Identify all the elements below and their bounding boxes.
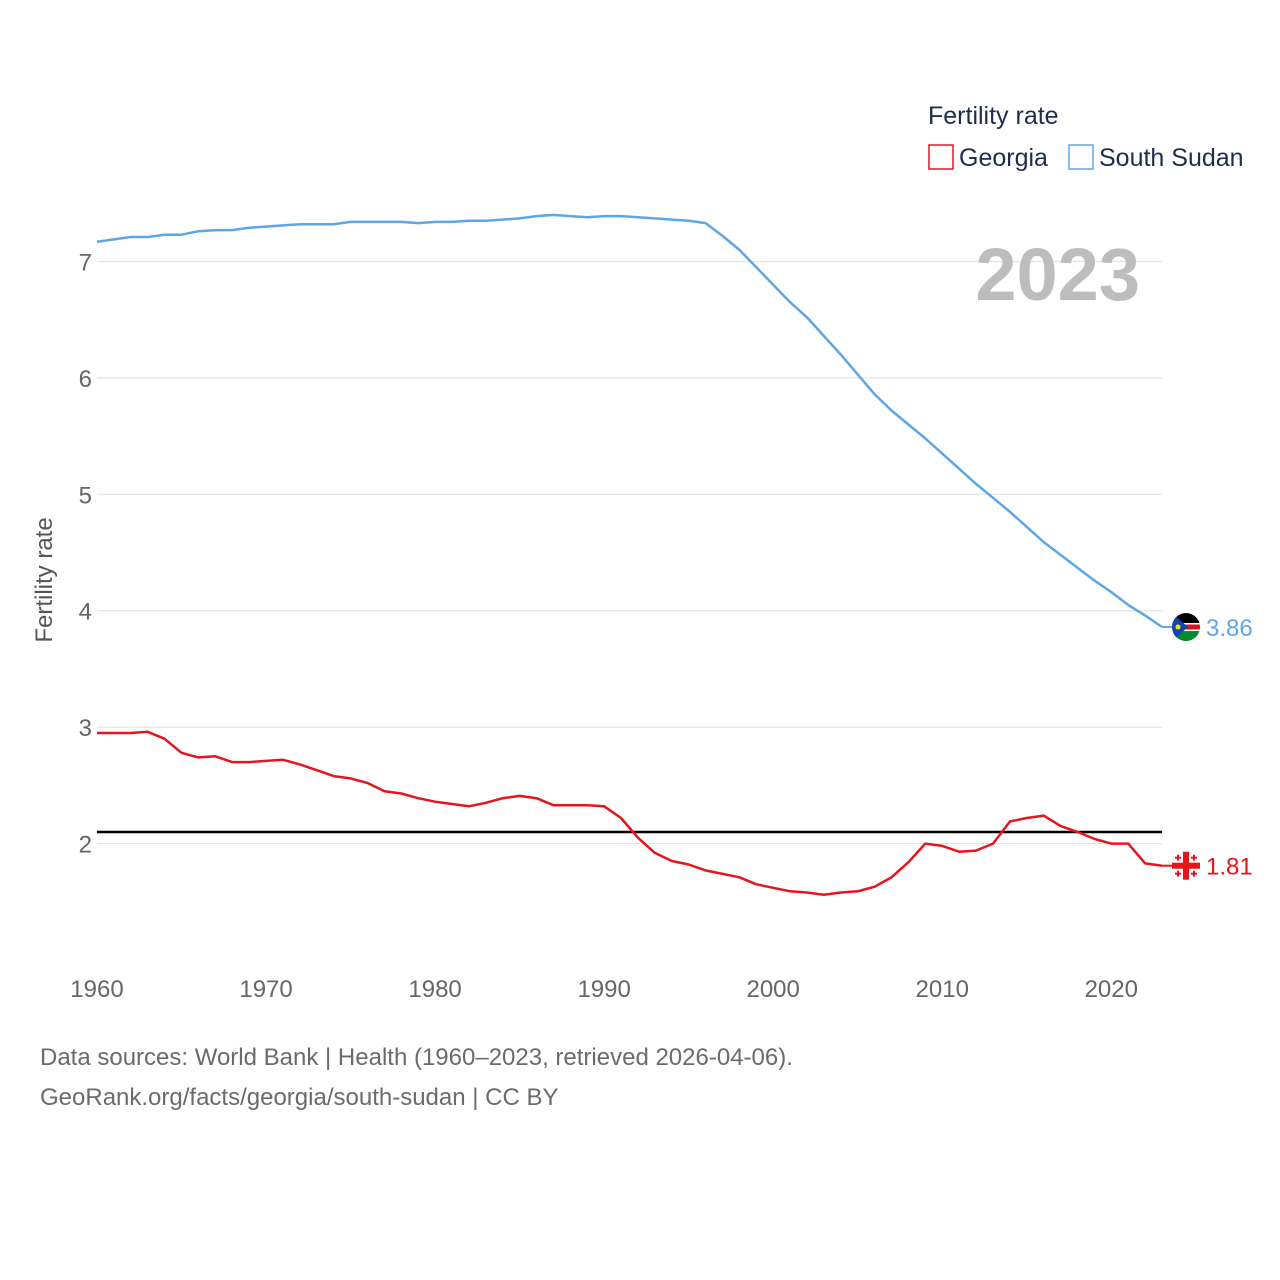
flag-cross-horizontal bbox=[1172, 862, 1200, 869]
flag-band-green bbox=[1172, 631, 1200, 642]
footer-attribution[interactable]: GeoRank.org/facts/georgia/south-sudan | … bbox=[40, 1084, 559, 1111]
series-line-south-sudan bbox=[96, 213, 1163, 629]
legend: Fertility rate Georgia South Sudan bbox=[928, 102, 1244, 172]
y-tick-label: 3 bbox=[79, 715, 92, 742]
x-tick-label: 2020 bbox=[1085, 976, 1138, 1003]
y-tick-label: 4 bbox=[79, 599, 92, 626]
x-tick-label: 1990 bbox=[577, 976, 630, 1003]
x-tick-label: 2010 bbox=[916, 976, 969, 1003]
legend-item-south-sudan[interactable]: South Sudan bbox=[1068, 144, 1244, 172]
y-tick-label: 6 bbox=[79, 366, 92, 393]
legend-label-georgia: Georgia bbox=[959, 144, 1048, 172]
legend-title: Fertility rate bbox=[928, 102, 1059, 130]
end-markers: 1.81 3.86 bbox=[1162, 613, 1253, 881]
y-tick-label: 5 bbox=[79, 482, 92, 509]
legend-label-south-sudan: South Sudan bbox=[1099, 144, 1244, 172]
flag-star bbox=[1175, 624, 1181, 630]
georgia-flag-icon bbox=[1172, 851, 1200, 880]
x-axis-ticks: 1960 1970 1980 1990 2000 2010 2020 bbox=[70, 976, 1138, 1003]
flag-small-cross bbox=[1191, 856, 1197, 859]
x-tick-label: 1980 bbox=[408, 976, 461, 1003]
south-sudan-flag-icon bbox=[1172, 613, 1200, 642]
y-axis-title: Fertility rate bbox=[31, 517, 58, 642]
flag-small-cross bbox=[1175, 856, 1181, 859]
x-tick-label: 2000 bbox=[746, 976, 799, 1003]
flag-small-cross bbox=[1175, 872, 1181, 875]
flag-small-cross bbox=[1191, 872, 1197, 875]
y-tick-label: 2 bbox=[79, 832, 92, 859]
series-lines bbox=[96, 213, 1163, 897]
gridlines bbox=[97, 260, 1162, 845]
end-value-label-south-sudan: 3.86 bbox=[1206, 615, 1253, 642]
year-label: 2023 bbox=[975, 233, 1140, 316]
legend-swatch-georgia bbox=[928, 144, 954, 170]
line-chart: 2 3 4 5 6 7 1960 1970 1980 1990 2000 2010 2020 Fert… bbox=[31, 102, 1253, 1003]
legend-swatch-south-sudan bbox=[1068, 144, 1094, 170]
x-tick-label: 1970 bbox=[239, 976, 292, 1003]
footer-sources: Data sources: World Bank | Health (1960–… bbox=[40, 1044, 793, 1071]
y-tick-label: 7 bbox=[79, 249, 92, 276]
flag-band-black bbox=[1172, 613, 1200, 624]
y-axis-ticks: 2 3 4 5 6 7 bbox=[79, 249, 92, 858]
x-tick-label: 1960 bbox=[70, 976, 123, 1003]
legend-item-georgia[interactable]: Georgia bbox=[928, 144, 1048, 172]
series-line-georgia bbox=[97, 730, 1163, 897]
end-value-label-georgia: 1.81 bbox=[1206, 854, 1253, 881]
flag-body bbox=[1172, 613, 1200, 642]
